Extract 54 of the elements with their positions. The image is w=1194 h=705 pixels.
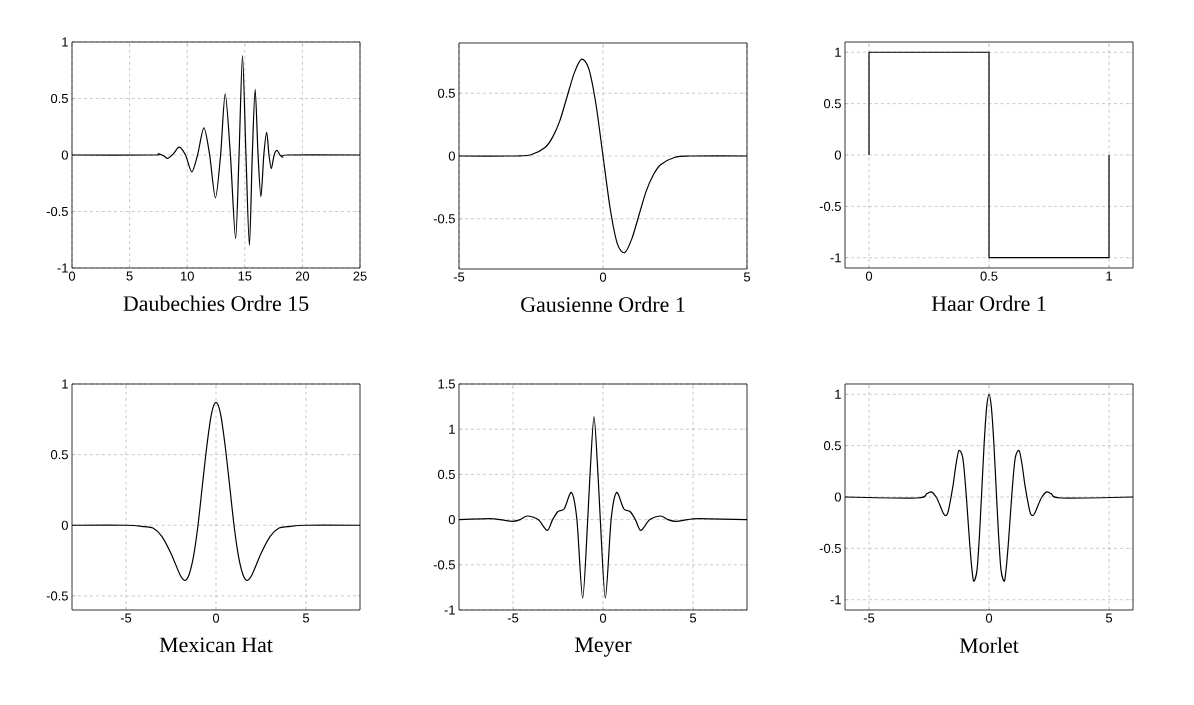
y-tick-label: 0.5	[437, 469, 455, 479]
x-tick-label: 25	[353, 271, 367, 281]
y-tick-label: -0.5	[819, 543, 841, 553]
y-tick-label: 0.5	[823, 441, 841, 451]
y-tick-label: 1	[62, 37, 68, 47]
x-tick-label: 10	[180, 271, 194, 281]
x-tick-label: -5	[453, 272, 465, 282]
text: Mexican Hat	[159, 637, 273, 653]
y-tick-label: -0.5	[819, 201, 841, 211]
y-tick-label: 1	[835, 389, 841, 399]
y-tick-label: -0.5	[433, 214, 455, 224]
y-tick-label: 0.5	[50, 450, 68, 460]
y-tick-label: -1	[444, 605, 455, 615]
text: Gausienne Ordre 1	[521, 296, 685, 312]
y-tick-label: 0.5	[823, 99, 841, 109]
x-tick-label: 5	[1105, 613, 1113, 623]
y-tick-label: 1.5	[438, 379, 455, 389]
text: Morlet	[959, 637, 1019, 653]
x-tick-label: 0.5	[980, 271, 998, 281]
y-tick-label: 0	[448, 151, 455, 161]
x-tick-label: 0	[599, 613, 607, 623]
x-tick-label: 0	[865, 271, 873, 281]
y-tick-label: 0	[61, 150, 68, 160]
x-tick-label: 15	[238, 271, 252, 281]
x-tick-label: -5	[120, 613, 132, 623]
y-tick-label: -0.5	[433, 560, 455, 570]
x-tick-label: 0	[599, 272, 607, 282]
y-tick-label: 0.5	[437, 88, 455, 98]
text: Daubechies Ordre 15	[123, 295, 309, 311]
text: Haar Ordre 1	[931, 295, 1046, 311]
x-tick-label: 20	[295, 271, 310, 281]
x-tick-label: 5	[743, 272, 751, 282]
x-tick-label: 5	[126, 271, 133, 281]
x-tick-label: 0	[212, 613, 220, 623]
y-tick-label: 0.5	[50, 93, 68, 104]
y-tick-label: -0.5	[46, 206, 68, 217]
y-tick-label: -1	[57, 263, 68, 273]
text: Meyer	[575, 637, 632, 657]
y-tick-label: -0.5	[46, 591, 68, 601]
y-tick-label: 1	[835, 47, 841, 57]
x-tick-label: 0	[985, 613, 993, 623]
x-tick-label: 5	[689, 613, 697, 623]
y-tick-label: 0	[61, 520, 68, 530]
x-tick-label: 1	[1106, 271, 1112, 281]
y-tick-label: 0	[834, 492, 841, 502]
y-tick-label: 1	[449, 424, 455, 434]
y-tick-label: 0	[448, 515, 455, 525]
x-tick-label: -5	[507, 613, 519, 623]
y-tick-label: 1	[62, 379, 68, 389]
y-tick-label: 0	[834, 150, 841, 160]
y-tick-label: -1	[830, 595, 841, 605]
x-tick-label: -5	[863, 613, 875, 623]
x-tick-label: 5	[302, 613, 310, 623]
y-tick-label: -1	[830, 253, 841, 263]
